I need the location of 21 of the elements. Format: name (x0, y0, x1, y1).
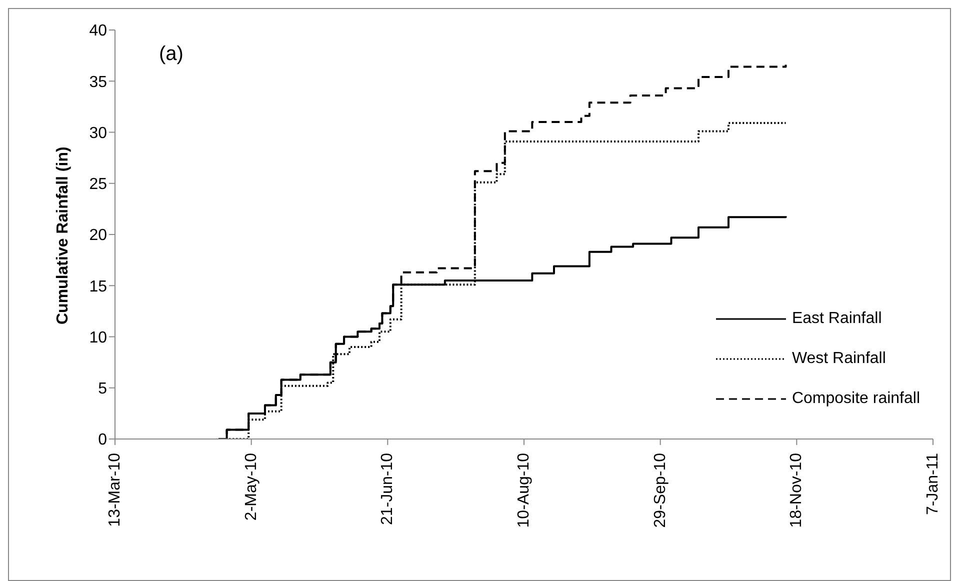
y-tick-label: 15 (89, 278, 108, 296)
y-tick-label: 5 (98, 380, 108, 398)
y-tick-label: 10 (89, 329, 108, 346)
legend-label: West Rainfall (792, 350, 886, 368)
legend-label: Composite rainfall (792, 390, 920, 408)
x-tick-label: 18-Nov-10 (788, 452, 806, 528)
x-tick-label: 2-May-10 (242, 452, 260, 521)
annotation: (a) (159, 43, 184, 66)
y-tick-label: 35 (89, 74, 108, 91)
y-tick-label: 25 (89, 176, 108, 194)
y-axis-title: Cumulative Rainfall (in) (54, 146, 72, 324)
y-tick-label: 0 (98, 432, 108, 449)
y-tick-label: 30 (89, 124, 108, 142)
x-tick-label: 29-Sep-10 (652, 452, 669, 528)
x-tick-label: 21-Jun-10 (379, 452, 396, 526)
x-tick-label: 7-Jan-11 (924, 452, 942, 515)
y-tick-label: 40 (89, 22, 108, 40)
x-tick-label: 13-Mar-10 (106, 452, 124, 527)
legend-label: East Rainfall (792, 310, 882, 328)
y-tick-label: 20 (89, 227, 108, 244)
x-tick-label: 10-Aug-10 (516, 452, 532, 528)
